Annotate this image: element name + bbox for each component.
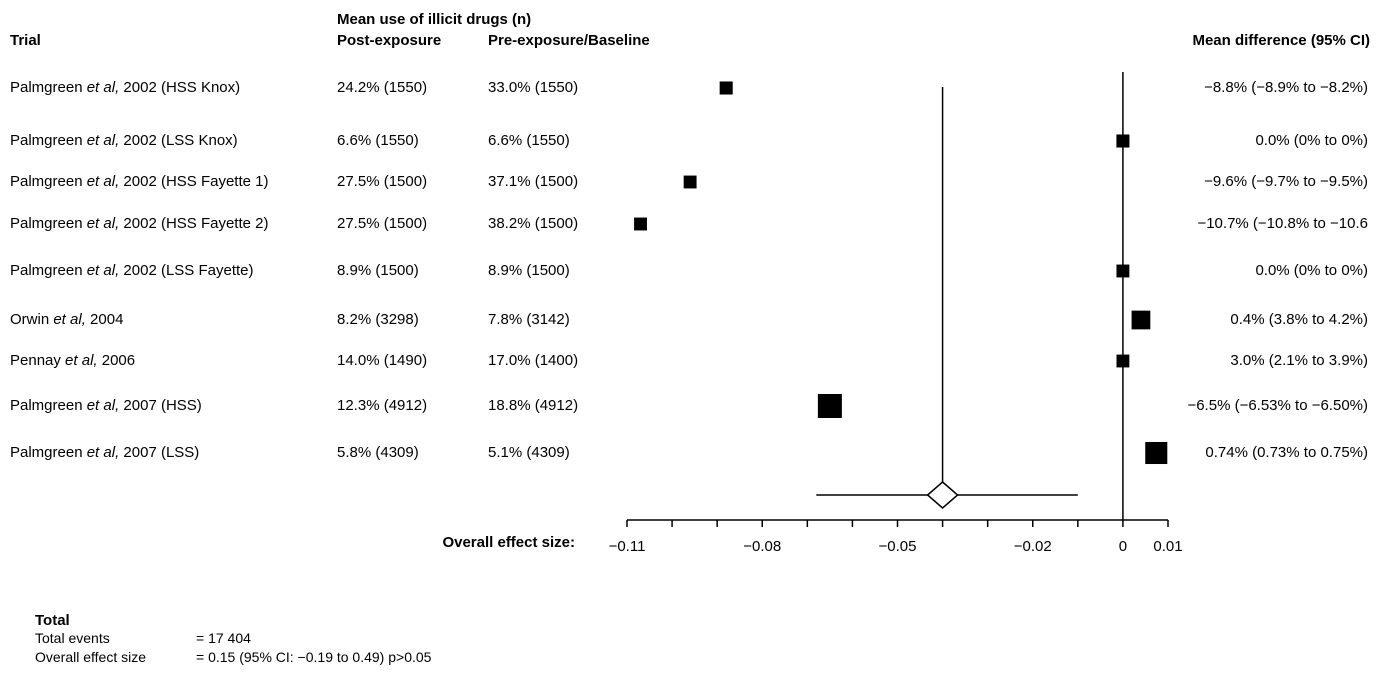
trial-etal: et al, [86, 79, 120, 96]
x-tick-label: −0.05 [879, 538, 917, 555]
trial-name: Palmgreen et al, 2007 (HSS) [10, 397, 202, 414]
study-effect-marker [1116, 264, 1130, 278]
pre-exposure-value: 7.8% (3142) [488, 311, 570, 328]
post-exposure-value: 27.5% (1500) [337, 173, 428, 190]
trial-etal: et al, [86, 132, 120, 149]
study-effect-marker [634, 217, 647, 231]
pre-exposure-value: 17.0% (1400) [488, 352, 579, 369]
trial-detail: 2002 (LSS Fayette) [119, 262, 254, 279]
mean-difference-value: 0.0% (0% to 0%) [1255, 132, 1368, 149]
total-title: Total [35, 612, 70, 629]
mean-difference-value: −9.6% (−9.7% to −9.5%) [1204, 173, 1368, 190]
post-exposure-value: 14.0% (1490) [337, 352, 428, 369]
trial-author: Orwin [10, 311, 54, 328]
header-pre-exposure: Pre-exposure/Baseline [488, 32, 650, 49]
pre-exposure-value: 38.2% (1500) [488, 215, 579, 232]
mean-difference-value: 0.4% (3.8% to 4.2%) [1230, 311, 1368, 328]
trial-etal: et al, [86, 173, 120, 190]
mean-difference-value: 3.0% (2.1% to 3.9%) [1230, 352, 1368, 369]
post-exposure-value: 8.9% (1500) [337, 262, 419, 279]
trial-detail: 2002 (LSS Knox) [119, 132, 238, 149]
trial-detail: 2002 (HSS Knox) [119, 79, 241, 96]
pre-exposure-value: 5.1% (4309) [488, 444, 570, 461]
total-events-value: = 17 404 [196, 630, 251, 646]
total-events-label: Total events [35, 630, 110, 646]
post-exposure-value: 12.3% (4912) [337, 397, 428, 414]
pooled-effect-diamond [926, 481, 959, 509]
mean-difference-value: −10.7% (−10.8% to −10.6 [1197, 215, 1368, 232]
trial-name: Palmgreen et al, 2002 (HSS Knox) [10, 79, 240, 96]
trial-name: Orwin et al, 2004 [10, 311, 123, 328]
pre-exposure-value: 37.1% (1500) [488, 173, 579, 190]
mean-difference-value: −8.8% (−8.9% to −8.2%) [1204, 79, 1368, 96]
trial-name: Palmgreen et al, 2007 (LSS) [10, 444, 199, 461]
trial-etal: et al, [65, 352, 98, 369]
trial-author: Palmgreen [10, 215, 87, 232]
trial-detail: 2002 (HSS Fayette 2) [119, 215, 269, 232]
trial-author: Palmgreen [10, 132, 87, 149]
trial-etal: et al, [86, 444, 120, 461]
trial-name: Palmgreen et al, 2002 (HSS Fayette 2) [10, 215, 269, 232]
pre-exposure-value: 18.8% (4912) [488, 397, 579, 414]
mean-difference-value: −6.5% (−6.53% to −6.50%) [1187, 397, 1368, 414]
trial-detail: 2007 (LSS) [119, 444, 200, 461]
overall-effect-size-value: = 0.15 (95% CI: −0.19 to 0.49) p>0.05 [196, 649, 432, 665]
trial-detail: 2007 (HSS) [119, 397, 202, 414]
trial-etal: et al, [86, 397, 120, 414]
x-tick-label: 0.01 [1153, 538, 1182, 555]
trial-name: Palmgreen et al, 2002 (LSS Knox) [10, 132, 238, 149]
trial-etal: et al, [53, 311, 86, 328]
mean-difference-value: 0.0% (0% to 0%) [1255, 262, 1368, 279]
x-tick-label: −0.11 [609, 538, 646, 555]
pre-exposure-value: 6.6% (1550) [488, 132, 570, 149]
trial-detail: 2004 [85, 311, 124, 328]
trial-author: Palmgreen [10, 173, 87, 190]
study-effect-marker [1131, 310, 1151, 330]
x-tick-label: −0.02 [1014, 538, 1052, 555]
trial-name: Palmgreen et al, 2002 (HSS Fayette 1) [10, 173, 269, 190]
trial-author: Pennay [10, 352, 66, 369]
post-exposure-value: 6.6% (1550) [337, 132, 419, 149]
study-effect-marker [1116, 354, 1130, 368]
trial-author: Palmgreen [10, 79, 87, 96]
study-effect-marker [817, 394, 842, 418]
trial-author: Palmgreen [10, 262, 87, 279]
trial-detail: 2002 (HSS Fayette 1) [119, 173, 269, 190]
trial-author: Palmgreen [10, 397, 87, 414]
post-exposure-value: 8.2% (3298) [337, 311, 419, 328]
post-exposure-value: 27.5% (1500) [337, 215, 428, 232]
x-tick-label: 0 [1119, 538, 1127, 555]
header-post-exposure: Post-exposure [337, 32, 442, 49]
trial-name: Pennay et al, 2006 [10, 352, 135, 369]
header-trial: Trial [10, 32, 41, 49]
study-effect-marker [683, 175, 697, 189]
overall-effect-size-label: Overall effect size [35, 649, 147, 665]
trial-author: Palmgreen [10, 444, 87, 461]
header-mean-difference: Mean difference (95% CI) [1192, 32, 1370, 49]
study-effect-marker [1116, 134, 1130, 148]
mean-difference-value: 0.74% (0.73% to 0.75%) [1205, 444, 1368, 461]
study-effect-marker [1145, 441, 1168, 465]
header-group: Mean use of illicit drugs (n) [337, 11, 532, 28]
pre-exposure-value: 8.9% (1500) [488, 262, 570, 279]
trial-name: Palmgreen et al, 2002 (LSS Fayette) [10, 262, 254, 279]
overall-effect-label: Overall effect size: [442, 534, 575, 551]
post-exposure-value: 5.8% (4309) [337, 444, 419, 461]
x-tick-label: −0.08 [743, 538, 781, 555]
study-effect-marker [719, 81, 733, 95]
post-exposure-value: 24.2% (1550) [337, 79, 428, 96]
trial-etal: et al, [86, 262, 120, 279]
pre-exposure-value: 33.0% (1550) [488, 79, 579, 96]
trial-detail: 2006 [97, 352, 136, 369]
trial-etal: et al, [86, 215, 120, 232]
